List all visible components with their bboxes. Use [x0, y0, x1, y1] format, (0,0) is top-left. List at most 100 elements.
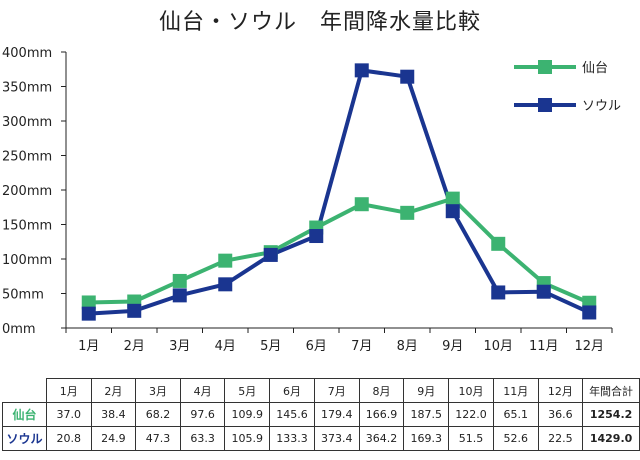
table-header-cell: 11月	[492, 378, 539, 403]
table-cell: 20.8	[45, 426, 92, 451]
y-tick-label: 50mm	[2, 288, 44, 303]
data-point-1	[536, 284, 551, 299]
data-point-0	[81, 295, 96, 310]
data-point-0	[172, 273, 187, 288]
axes	[61, 51, 613, 333]
table-cell: 38.4	[90, 402, 137, 427]
data-point-0	[218, 253, 233, 268]
data-point-0	[400, 205, 415, 220]
table-row-label: ソウル	[2, 426, 47, 451]
data-point-1	[400, 69, 415, 84]
table-header-row: 1月 2月 3月 4月 5月 6月 7月 8月 9月 10月 11月 12月 年間合計	[2, 378, 640, 403]
table-cell: 133.3	[269, 426, 315, 451]
table-header-cell: 2月	[90, 378, 137, 403]
data-point-1	[263, 247, 278, 262]
series-group	[81, 63, 597, 321]
data-point-1	[81, 306, 96, 321]
table-cell: 166.9	[358, 402, 405, 427]
table-cell: 68.2	[135, 402, 181, 427]
legend-label: 仙台	[582, 61, 608, 76]
x-tick-label: 7月	[351, 339, 372, 354]
data-point-1	[218, 277, 233, 292]
data-point-1	[354, 63, 369, 78]
series-line-0	[88, 196, 591, 305]
table-header-cell: 4月	[179, 378, 226, 403]
y-tick-label: 100mm	[2, 253, 52, 268]
table-row: ソウル 20.8 24.9 47.3 63.3 105.9 133.3 373.4 364.2 1…	[2, 426, 640, 451]
data-point-1	[445, 204, 460, 219]
table-cell: 36.6	[537, 402, 584, 427]
x-tick-label: 6月	[306, 339, 327, 354]
table-cell: 24.9	[90, 426, 137, 451]
table-header-cell: 8月	[358, 378, 405, 403]
legend-label: ソウル	[582, 99, 621, 114]
legend-marker	[538, 60, 552, 74]
x-tick-label: 11月	[529, 339, 559, 354]
data-point-1	[582, 305, 597, 320]
y-tick-label: 400mm	[2, 46, 52, 61]
table-cell: 169.3	[403, 426, 450, 451]
data-point-1	[491, 285, 506, 300]
table-header-cell: 1月	[45, 378, 92, 403]
table-header-cell: 10月	[448, 378, 494, 403]
y-tick-label: 200mm	[2, 184, 52, 199]
legend-marker	[538, 98, 552, 112]
table-cell: 105.9	[224, 426, 271, 451]
table-cell: 37.0	[45, 402, 92, 427]
x-tick-label: 4月	[215, 339, 236, 354]
x-tick-labels: 1月 2月 3月 4月 5月 6月 7月 8月 9月 10月 11月 12月	[78, 339, 604, 354]
table-total-cell: 1254.2	[582, 402, 640, 427]
table-total-cell: 1429.0	[582, 426, 640, 451]
y-tick-label: 0mm	[2, 322, 36, 337]
line-chart: 0mm 50mm 100mm 150mm 200mm 250mm 300mm 350mm 400…	[2, 46, 621, 354]
series-line-1	[88, 68, 591, 316]
table-cell: 373.4	[313, 426, 360, 451]
x-tick-label: 9月	[442, 339, 463, 354]
table-cell: 145.6	[269, 402, 315, 427]
table-cell: 65.1	[492, 402, 539, 427]
table-body: 仙台 37.0 38.4 68.2 97.6 109.9 145.6 179.4 166.9 18…	[2, 402, 640, 451]
x-tick-label: 8月	[397, 339, 418, 354]
table-header-cell: 9月	[403, 378, 450, 403]
table-header-cell: 年間合計	[582, 378, 640, 403]
table-header-cell: 3月	[135, 378, 181, 403]
data-point-0	[445, 191, 460, 206]
table-header-cell: 6月	[269, 378, 315, 403]
x-tick-label: 5月	[260, 339, 281, 354]
x-tick-label: 3月	[169, 339, 190, 354]
table-header-cell: 12月	[537, 378, 584, 403]
x-tick-label: 10月	[483, 339, 513, 354]
table-cell: 179.4	[313, 402, 360, 427]
table-cell: 187.5	[403, 402, 450, 427]
table-cell: 52.6	[492, 426, 539, 451]
data-point-0	[491, 236, 506, 251]
table-row: 仙台 37.0 38.4 68.2 97.6 109.9 145.6 179.4 166.9 18…	[2, 402, 640, 427]
y-tick-labels: 0mm 50mm 100mm 150mm 200mm 250mm 300mm 350mm 400…	[2, 46, 52, 337]
y-tick-label: 300mm	[2, 115, 52, 130]
data-point-0	[354, 197, 369, 212]
table-cell: 122.0	[448, 402, 494, 427]
table-corner	[2, 378, 47, 403]
data-point-1	[309, 229, 324, 244]
table-cell: 364.2	[358, 426, 405, 451]
y-tick-label: 350mm	[2, 81, 52, 96]
x-tick-label: 1月	[78, 339, 99, 354]
table-cell: 109.9	[224, 402, 271, 427]
data-point-1	[127, 303, 142, 318]
table-row-label: 仙台	[2, 402, 47, 427]
table-cell: 22.5	[537, 426, 584, 451]
chart-title: 仙台・ソウル 年間降水量比較	[158, 10, 481, 35]
x-tick-label: 2月	[124, 339, 145, 354]
data-point-1	[172, 288, 187, 303]
table-cell: 63.3	[179, 426, 226, 451]
table-cell: 97.6	[179, 402, 226, 427]
table-cell: 51.5	[448, 426, 494, 451]
y-tick-label: 250mm	[2, 150, 52, 165]
table-header-cell: 5月	[224, 378, 271, 403]
data-table: 1月 2月 3月 4月 5月 6月 7月 8月 9月 10月 11月 12月 年間合計 仙台 37.0 38…	[2, 378, 640, 451]
table-header-cell: 7月	[313, 378, 360, 403]
y-tick-label: 150mm	[2, 219, 52, 234]
x-tick-label: 12月	[574, 339, 604, 354]
table-cell: 47.3	[135, 426, 181, 451]
